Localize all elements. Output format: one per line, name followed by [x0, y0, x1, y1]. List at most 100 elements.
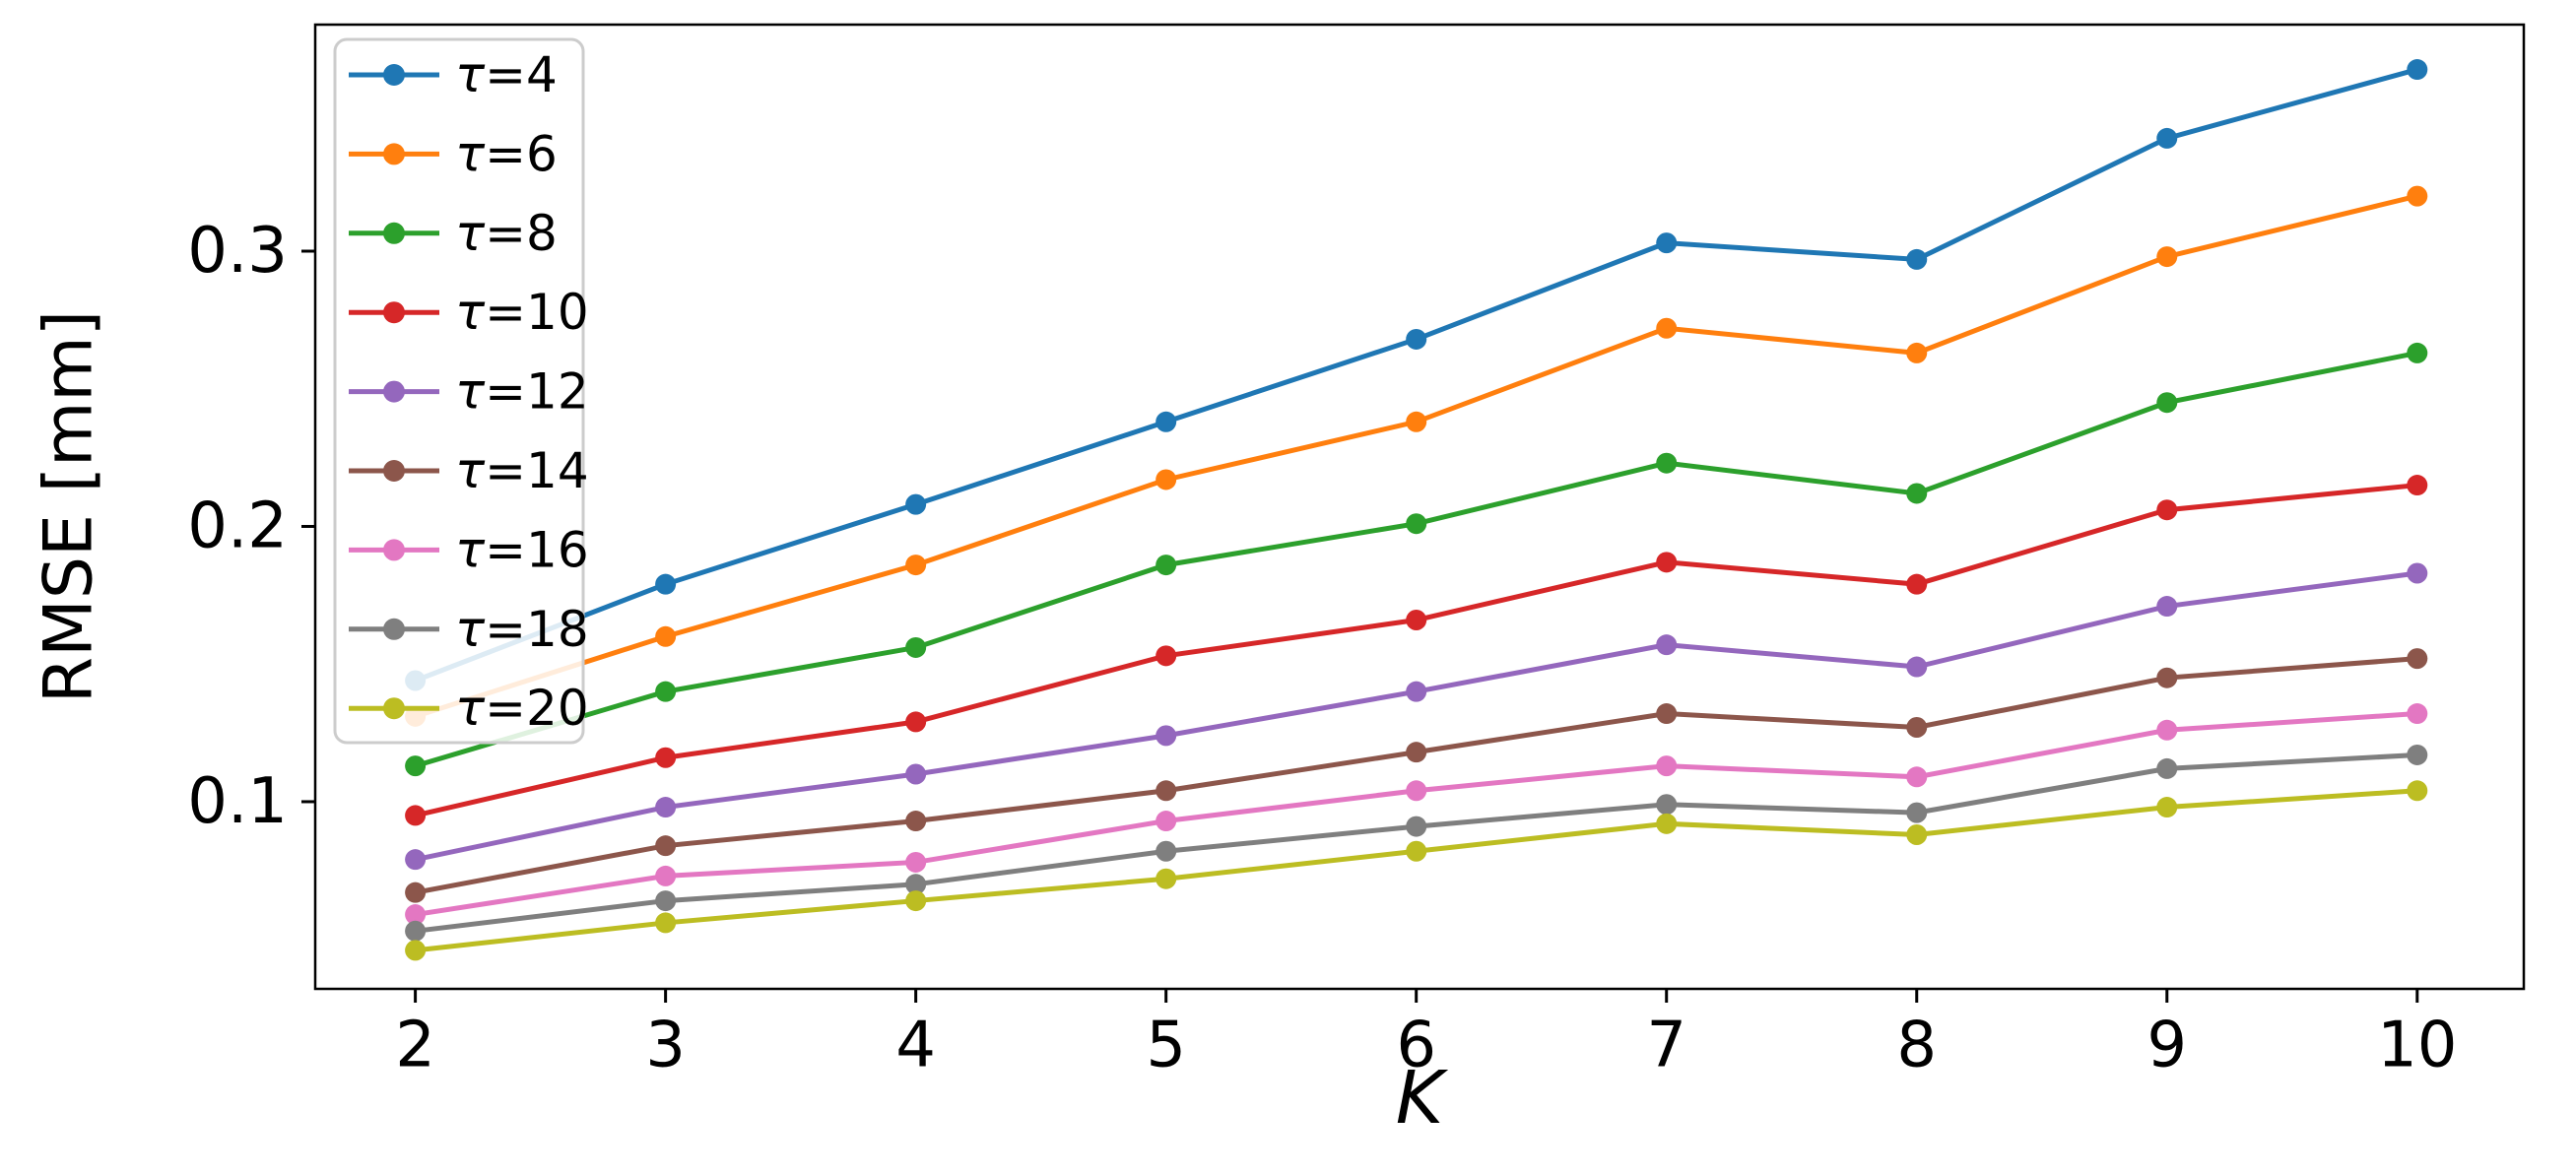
data-point-tau-10-k2 [405, 805, 427, 826]
data-point-tau-20-k9 [2156, 797, 2178, 818]
data-point-tau-6-k4 [905, 555, 927, 576]
data-point-tau-8-k9 [2156, 392, 2178, 414]
data-point-tau-20-k7 [1656, 813, 1678, 834]
data-point-tau-8-k6 [1406, 513, 1427, 535]
data-point-tau-16-k9 [2156, 719, 2178, 741]
data-point-tau-14-k10 [2407, 648, 2428, 670]
data-point-tau-16-k7 [1656, 755, 1678, 777]
data-point-tau-6-k9 [2156, 246, 2178, 268]
legend-marker-icon-tau-14 [383, 460, 405, 482]
legend-item-label-tau-14: τ=14 [455, 442, 589, 499]
legend-item-label-tau-18: τ=18 [455, 601, 589, 658]
data-point-tau-10-k8 [1906, 573, 1928, 595]
data-point-tau-4-k9 [2156, 127, 2178, 149]
legend-marker-icon-tau-4 [383, 64, 405, 86]
x-tick-label: 7 [1646, 1009, 1686, 1081]
legend-marker-icon-tau-6 [383, 143, 405, 165]
data-point-tau-18-k3 [655, 890, 677, 912]
data-point-tau-12-k9 [2156, 596, 2178, 618]
data-point-tau-12-k10 [2407, 562, 2428, 584]
data-point-tau-8-k8 [1906, 483, 1928, 504]
data-point-tau-6-k7 [1656, 317, 1678, 339]
data-point-tau-16-k4 [905, 851, 927, 873]
data-point-tau-4-k8 [1906, 248, 1928, 270]
data-point-tau-14-k4 [905, 811, 927, 832]
data-point-tau-14-k2 [405, 882, 427, 903]
data-point-tau-20-k10 [2407, 780, 2428, 802]
legend-marker-icon-tau-16 [383, 539, 405, 561]
legend-item-label-tau-16: τ=16 [455, 521, 589, 578]
data-point-tau-12-k7 [1656, 634, 1678, 656]
data-point-tau-8-k5 [1156, 555, 1177, 576]
data-point-tau-16-k10 [2407, 703, 2428, 725]
data-point-tau-4-k5 [1156, 411, 1177, 432]
series-line-tau-4 [414, 67, 2418, 684]
legend-item-label-tau-8: τ=8 [455, 205, 558, 262]
data-point-tau-18-k6 [1406, 816, 1427, 837]
legend-item-label-tau-20: τ=20 [455, 680, 589, 737]
x-tick-label: 5 [1146, 1009, 1186, 1081]
data-point-tau-16-k5 [1156, 811, 1177, 832]
data-point-tau-10-k5 [1156, 645, 1177, 667]
legend-marker-icon-tau-20 [383, 697, 405, 720]
data-point-tau-8-k2 [405, 755, 427, 777]
x-tick-label: 6 [1396, 1009, 1436, 1081]
legend-item-label-tau-4: τ=4 [455, 46, 558, 103]
legend-marker-icon-tau-8 [383, 222, 405, 244]
y-axis-label: RMSE [mm] [31, 310, 108, 703]
data-point-tau-14-k7 [1656, 703, 1678, 725]
data-point-tau-14-k5 [1156, 780, 1177, 802]
data-point-tau-6-k6 [1406, 411, 1427, 432]
y-tick-label: 0.3 [187, 215, 288, 288]
legend-item-label-tau-12: τ=12 [455, 363, 589, 421]
data-point-tau-6-k10 [2407, 185, 2428, 207]
x-tick-label: 10 [2377, 1009, 2457, 1081]
legend-item-label-tau-6: τ=6 [455, 125, 558, 182]
data-point-tau-18-k5 [1156, 840, 1177, 862]
data-point-tau-20-k3 [655, 912, 677, 934]
data-point-tau-4-k3 [655, 573, 677, 595]
x-tick-label: 8 [1896, 1009, 1937, 1081]
data-point-tau-10-k6 [1406, 610, 1427, 631]
data-point-tau-8-k7 [1656, 452, 1678, 474]
series-line-tau-6 [414, 193, 2418, 719]
series-line-tau-10 [415, 483, 2418, 818]
data-point-tau-10-k9 [2156, 499, 2178, 521]
data-point-tau-10-k4 [905, 711, 927, 733]
x-tick-label: 3 [645, 1009, 686, 1081]
data-point-tau-12-k4 [905, 763, 927, 785]
data-point-tau-14-k8 [1906, 716, 1928, 738]
data-point-tau-18-k2 [405, 920, 427, 942]
data-point-tau-12-k3 [655, 797, 677, 818]
x-tick-label: 9 [2147, 1009, 2187, 1081]
x-tick-label: 4 [895, 1009, 936, 1081]
data-point-tau-18-k8 [1906, 802, 1928, 823]
legend-marker-icon-tau-18 [383, 618, 405, 640]
data-point-tau-12-k2 [405, 849, 427, 871]
legend-item-label-tau-10: τ=10 [455, 284, 589, 341]
data-point-tau-18-k10 [2407, 744, 2428, 765]
x-tick-label: 2 [395, 1009, 435, 1081]
data-point-tau-16-k6 [1406, 780, 1427, 802]
data-point-tau-12-k8 [1906, 656, 1928, 678]
data-point-tau-8-k4 [905, 636, 927, 658]
legend-marker-icon-tau-10 [383, 301, 405, 324]
data-point-tau-18-k7 [1656, 794, 1678, 816]
data-point-tau-4-k7 [1656, 232, 1678, 254]
data-point-tau-20-k4 [905, 890, 927, 912]
data-point-tau-6-k3 [655, 625, 677, 647]
data-point-tau-18-k9 [2156, 757, 2178, 779]
data-point-tau-20-k8 [1906, 823, 1928, 845]
series-line-tau-20 [415, 788, 2417, 953]
plot-frame [313, 23, 2526, 991]
data-point-tau-8-k10 [2407, 342, 2428, 363]
data-point-tau-8-k3 [655, 681, 677, 702]
data-point-tau-16-k3 [655, 865, 677, 886]
data-point-tau-4-k10 [2407, 59, 2428, 81]
data-point-tau-12-k5 [1156, 725, 1177, 747]
data-point-tau-14-k9 [2156, 667, 2178, 688]
data-point-tau-16-k8 [1906, 766, 1928, 788]
data-point-tau-12-k6 [1406, 681, 1427, 702]
